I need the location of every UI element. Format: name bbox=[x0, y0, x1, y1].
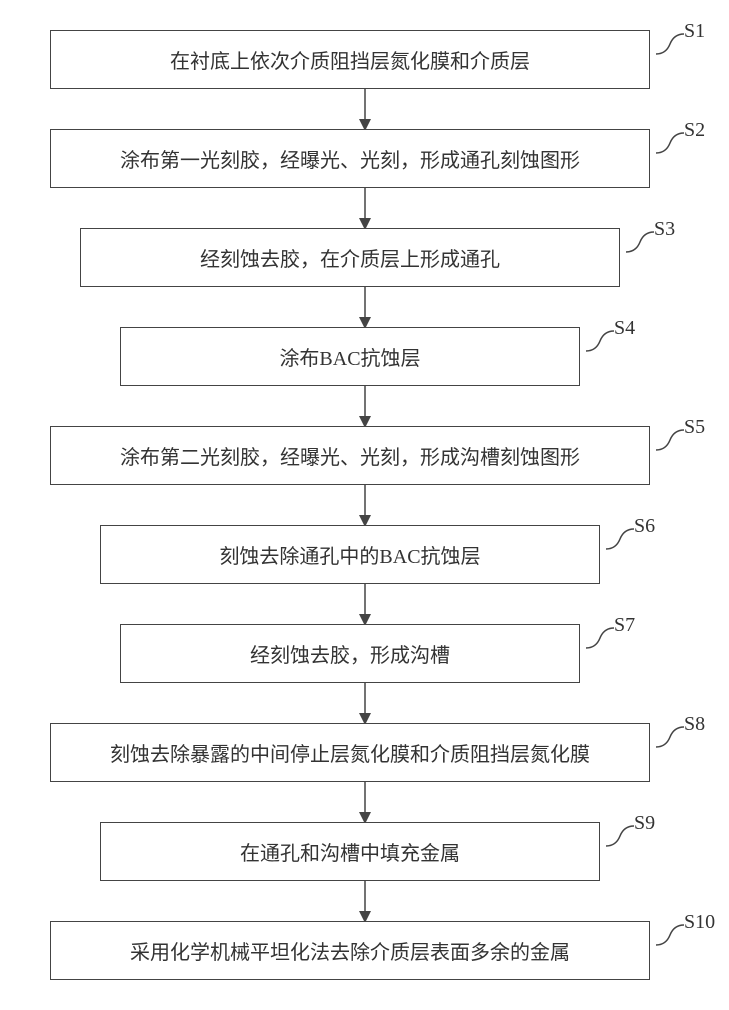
arrow bbox=[20, 386, 709, 426]
step-row: 在衬底上依次介质阻挡层氮化膜和介质层 S1 bbox=[20, 30, 709, 89]
step-label: S7 bbox=[614, 614, 635, 637]
step-row: 采用化学机械平坦化法去除介质层表面多余的金属 S10 bbox=[20, 921, 709, 980]
flowchart-container: 在衬底上依次介质阻挡层氮化膜和介质层 S1 涂布第一光刻胶，经曝光、光刻，形成通… bbox=[20, 30, 709, 980]
step-label: S5 bbox=[684, 416, 705, 439]
step-label-wrap: S8 bbox=[654, 723, 690, 754]
arrow bbox=[20, 89, 709, 129]
step-label: S4 bbox=[614, 317, 635, 340]
arrow bbox=[20, 782, 709, 822]
step-label-wrap: S1 bbox=[654, 30, 690, 61]
step-box: 涂布第二光刻胶，经曝光、光刻，形成沟槽刻蚀图形 bbox=[50, 426, 650, 485]
step-label-wrap: S10 bbox=[654, 921, 690, 952]
step-box: 刻蚀去除暴露的中间停止层氮化膜和介质阻挡层氮化膜 bbox=[50, 723, 650, 782]
step-label: S3 bbox=[654, 218, 675, 241]
step-label: S1 bbox=[684, 20, 705, 43]
step-row: 涂布BAC抗蚀层 S4 bbox=[20, 327, 709, 386]
step-label: S9 bbox=[634, 812, 655, 835]
step-label-wrap: S7 bbox=[584, 624, 620, 655]
step-box: 经刻蚀去胶，形成沟槽 bbox=[120, 624, 580, 683]
step-row: 涂布第一光刻胶，经曝光、光刻，形成通孔刻蚀图形 S2 bbox=[20, 129, 709, 188]
step-label: S6 bbox=[634, 515, 655, 538]
step-label-wrap: S4 bbox=[584, 327, 620, 358]
step-label: S8 bbox=[684, 713, 705, 736]
arrow bbox=[20, 485, 709, 525]
step-box: 涂布第一光刻胶，经曝光、光刻，形成通孔刻蚀图形 bbox=[50, 129, 650, 188]
step-row: 涂布第二光刻胶，经曝光、光刻，形成沟槽刻蚀图形 S5 bbox=[20, 426, 709, 485]
step-box: 在衬底上依次介质阻挡层氮化膜和介质层 bbox=[50, 30, 650, 89]
step-box: 经刻蚀去胶，在介质层上形成通孔 bbox=[80, 228, 620, 287]
step-row: 刻蚀去除暴露的中间停止层氮化膜和介质阻挡层氮化膜 S8 bbox=[20, 723, 709, 782]
step-row: 经刻蚀去胶，在介质层上形成通孔 S3 bbox=[20, 228, 709, 287]
step-label-wrap: S9 bbox=[604, 822, 640, 853]
arrow bbox=[20, 683, 709, 723]
arrow bbox=[20, 287, 709, 327]
step-box: 刻蚀去除通孔中的BAC抗蚀层 bbox=[100, 525, 600, 584]
arrow bbox=[20, 584, 709, 624]
step-row: 在通孔和沟槽中填充金属 S9 bbox=[20, 822, 709, 881]
step-label-wrap: S6 bbox=[604, 525, 640, 556]
step-label-wrap: S5 bbox=[654, 426, 690, 457]
step-label-wrap: S2 bbox=[654, 129, 690, 160]
step-box: 涂布BAC抗蚀层 bbox=[120, 327, 580, 386]
arrow bbox=[20, 881, 709, 921]
step-label: S10 bbox=[684, 911, 715, 934]
step-label-wrap: S3 bbox=[624, 228, 660, 259]
step-row: 经刻蚀去胶，形成沟槽 S7 bbox=[20, 624, 709, 683]
step-label: S2 bbox=[684, 119, 705, 142]
step-box: 采用化学机械平坦化法去除介质层表面多余的金属 bbox=[50, 921, 650, 980]
step-row: 刻蚀去除通孔中的BAC抗蚀层 S6 bbox=[20, 525, 709, 584]
arrow bbox=[20, 188, 709, 228]
step-box: 在通孔和沟槽中填充金属 bbox=[100, 822, 600, 881]
